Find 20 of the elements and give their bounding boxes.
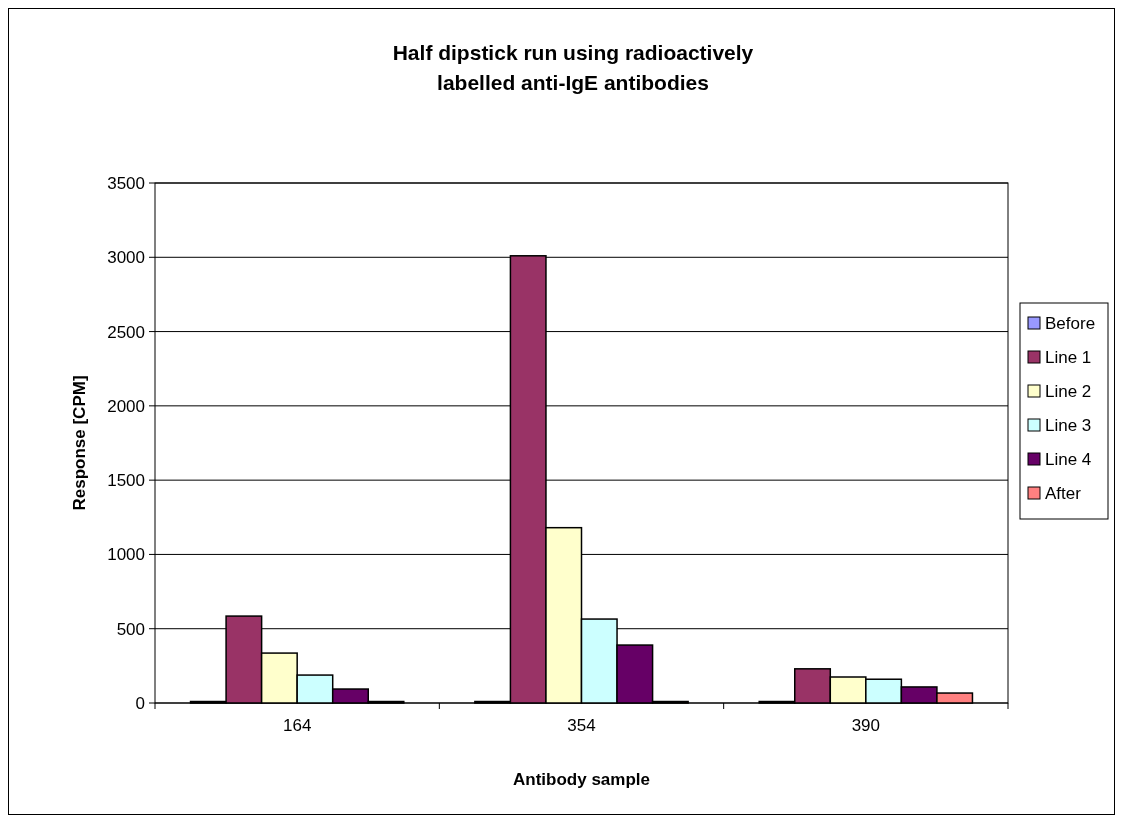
chart-title: Half dipstick run using radioactively labelled anti-IgE antibodies	[392, 41, 754, 94]
x-tick-label: 354	[567, 716, 596, 735]
y-tick-label: 3000	[107, 248, 145, 268]
legend-label: Line 2	[1045, 381, 1092, 401]
y-tick-label: 1000	[107, 545, 145, 565]
y-tick-label: 2500	[107, 322, 145, 342]
x-axis-title: Antibody sample	[513, 770, 650, 789]
y-tick-label: 1500	[107, 471, 145, 491]
y-tick-label: 2000	[107, 396, 145, 416]
y-axis-title: Response [CPM]	[70, 375, 89, 511]
legend-label: Line 4	[1045, 449, 1092, 469]
legend-label: Line 1	[1045, 347, 1092, 367]
legend-label: Before	[1045, 313, 1096, 333]
x-tick-label: 164	[282, 716, 312, 735]
y-tick-label: 500	[116, 619, 145, 639]
legend-label: Line 3	[1045, 415, 1092, 435]
legend-label: After	[1045, 483, 1082, 503]
x-tick-label: 390	[851, 716, 881, 735]
y-tick-label: 3500	[107, 173, 145, 193]
y-tick-label: 0	[135, 693, 145, 713]
